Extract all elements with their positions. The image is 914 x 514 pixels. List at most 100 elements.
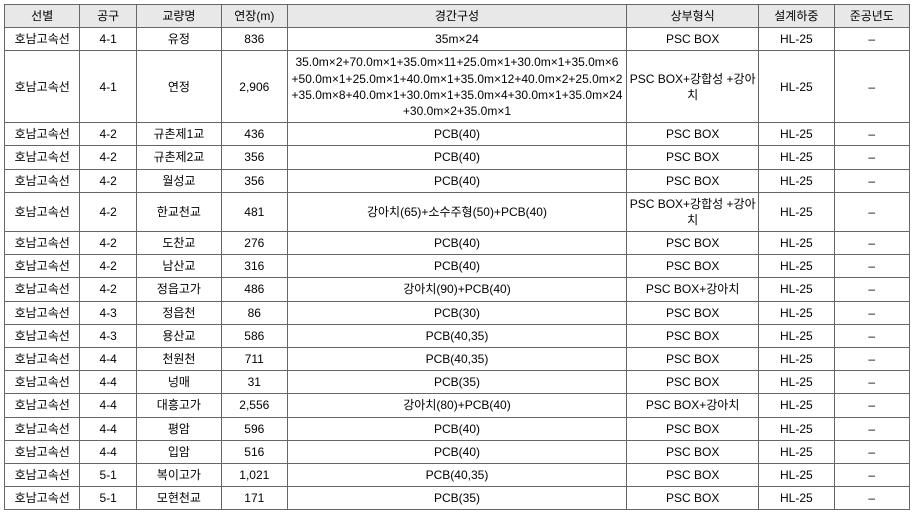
cell: 강아치(90)+PCB(40) (287, 278, 626, 301)
cell: – (834, 51, 909, 123)
bridge-table: 선별 공구 교량명 연장(m) 경간구성 상부형식 설계하중 준공년도 호남고속… (4, 4, 910, 510)
cell: 276 (221, 232, 287, 255)
cell: 4-2 (80, 146, 137, 169)
cell: PSC BOX (627, 487, 759, 510)
cell: 31 (221, 371, 287, 394)
cell: 171 (221, 487, 287, 510)
cell: 516 (221, 440, 287, 463)
table-row: 호남고속선4-2규촌제1교436PCB(40)PSC BOXHL-25– (5, 123, 910, 146)
cell: 호남고속선 (5, 417, 80, 440)
cell: – (834, 28, 909, 51)
cell: 호남고속선 (5, 487, 80, 510)
table-row: 호남고속선4-4평암596PCB(40)PSC BOXHL-25– (5, 417, 910, 440)
cell: HL-25 (759, 371, 834, 394)
cell: PSC BOX+강아치 (627, 394, 759, 417)
cell: PCB(40,35) (287, 463, 626, 486)
cell: 1,021 (221, 463, 287, 486)
cell: PCB(40) (287, 232, 626, 255)
table-row: 호남고속선4-2월성교356PCB(40)PSC BOXHL-25– (5, 169, 910, 192)
cell: PSC BOX (627, 440, 759, 463)
cell: HL-25 (759, 146, 834, 169)
cell: HL-25 (759, 192, 834, 231)
cell: 4-3 (80, 301, 137, 324)
cell: PSC BOX (627, 123, 759, 146)
cell: PSC BOX (627, 324, 759, 347)
cell: 2,556 (221, 394, 287, 417)
cell: 호남고속선 (5, 463, 80, 486)
cell: – (834, 348, 909, 371)
cell: – (834, 440, 909, 463)
table-body: 호남고속선4-1유정83635m×24PSC BOXHL-25–호남고속선4-1… (5, 28, 910, 510)
cell: PSC BOX+강합성 +강아치 (627, 51, 759, 123)
cell: PSC BOX (627, 169, 759, 192)
table-row: 호남고속선4-4넝매31PCB(35)PSC BOXHL-25– (5, 371, 910, 394)
col-super-type: 상부형식 (627, 5, 759, 28)
table-row: 호남고속선5-1모현천교171PCB(35)PSC BOXHL-25– (5, 487, 910, 510)
cell: 4-2 (80, 192, 137, 231)
cell: 356 (221, 146, 287, 169)
table-row: 호남고속선4-3정읍천86PCB(30)PSC BOXHL-25– (5, 301, 910, 324)
cell: 넝매 (136, 371, 221, 394)
cell: 836 (221, 28, 287, 51)
cell: – (834, 394, 909, 417)
cell: 연정 (136, 51, 221, 123)
cell: – (834, 146, 909, 169)
cell: PCB(40) (287, 169, 626, 192)
cell: – (834, 169, 909, 192)
col-span: 경간구성 (287, 5, 626, 28)
cell: 호남고속선 (5, 278, 80, 301)
cell: HL-25 (759, 51, 834, 123)
cell: 호남고속선 (5, 394, 80, 417)
cell: HL-25 (759, 417, 834, 440)
cell: 5-1 (80, 463, 137, 486)
cell: 4-4 (80, 440, 137, 463)
cell: 호남고속선 (5, 28, 80, 51)
cell: 호남고속선 (5, 324, 80, 347)
cell: 호남고속선 (5, 301, 80, 324)
cell: 강아치(80)+PCB(40) (287, 394, 626, 417)
cell: 35m×24 (287, 28, 626, 51)
cell: 86 (221, 301, 287, 324)
table-row: 호남고속선4-2정읍고가486강아치(90)+PCB(40)PSC BOX+강아… (5, 278, 910, 301)
cell: 복이고가 (136, 463, 221, 486)
col-design-load: 설계하중 (759, 5, 834, 28)
cell: 4-1 (80, 51, 137, 123)
cell: 호남고속선 (5, 146, 80, 169)
cell: – (834, 278, 909, 301)
cell: 남산교 (136, 255, 221, 278)
cell: 4-2 (80, 255, 137, 278)
cell: HL-25 (759, 440, 834, 463)
cell: PSC BOX (627, 371, 759, 394)
table-row: 호남고속선4-2규촌제2교356PCB(40)PSC BOXHL-25– (5, 146, 910, 169)
cell: 596 (221, 417, 287, 440)
cell: 평암 (136, 417, 221, 440)
cell: 호남고속선 (5, 123, 80, 146)
col-year: 준공년도 (834, 5, 909, 28)
table-row: 호남고속선4-4입암516PCB(40)PSC BOXHL-25– (5, 440, 910, 463)
cell: 711 (221, 348, 287, 371)
cell: 용산교 (136, 324, 221, 347)
cell: 정읍천 (136, 301, 221, 324)
cell: 호남고속선 (5, 51, 80, 123)
cell: 유정 (136, 28, 221, 51)
cell: HL-25 (759, 278, 834, 301)
cell: 4-4 (80, 417, 137, 440)
table-row: 호남고속선4-4천원천711PCB(40,35)PSC BOXHL-25– (5, 348, 910, 371)
cell: HL-25 (759, 169, 834, 192)
cell: – (834, 417, 909, 440)
cell: 4-2 (80, 123, 137, 146)
cell: 대흥고가 (136, 394, 221, 417)
table-row: 호남고속선4-4대흥고가2,556강아치(80)+PCB(40)PSC BOX+… (5, 394, 910, 417)
cell: 호남고속선 (5, 232, 80, 255)
cell: PCB(40) (287, 440, 626, 463)
cell: HL-25 (759, 463, 834, 486)
col-length: 연장(m) (221, 5, 287, 28)
cell: 5-1 (80, 487, 137, 510)
table-row: 호남고속선5-1복이고가1,021PCB(40,35)PSC BOXHL-25– (5, 463, 910, 486)
cell: PSC BOX+강아치 (627, 278, 759, 301)
cell: PSC BOX (627, 28, 759, 51)
cell: PCB(35) (287, 371, 626, 394)
cell: HL-25 (759, 324, 834, 347)
cell: 입암 (136, 440, 221, 463)
cell: PSC BOX (627, 463, 759, 486)
